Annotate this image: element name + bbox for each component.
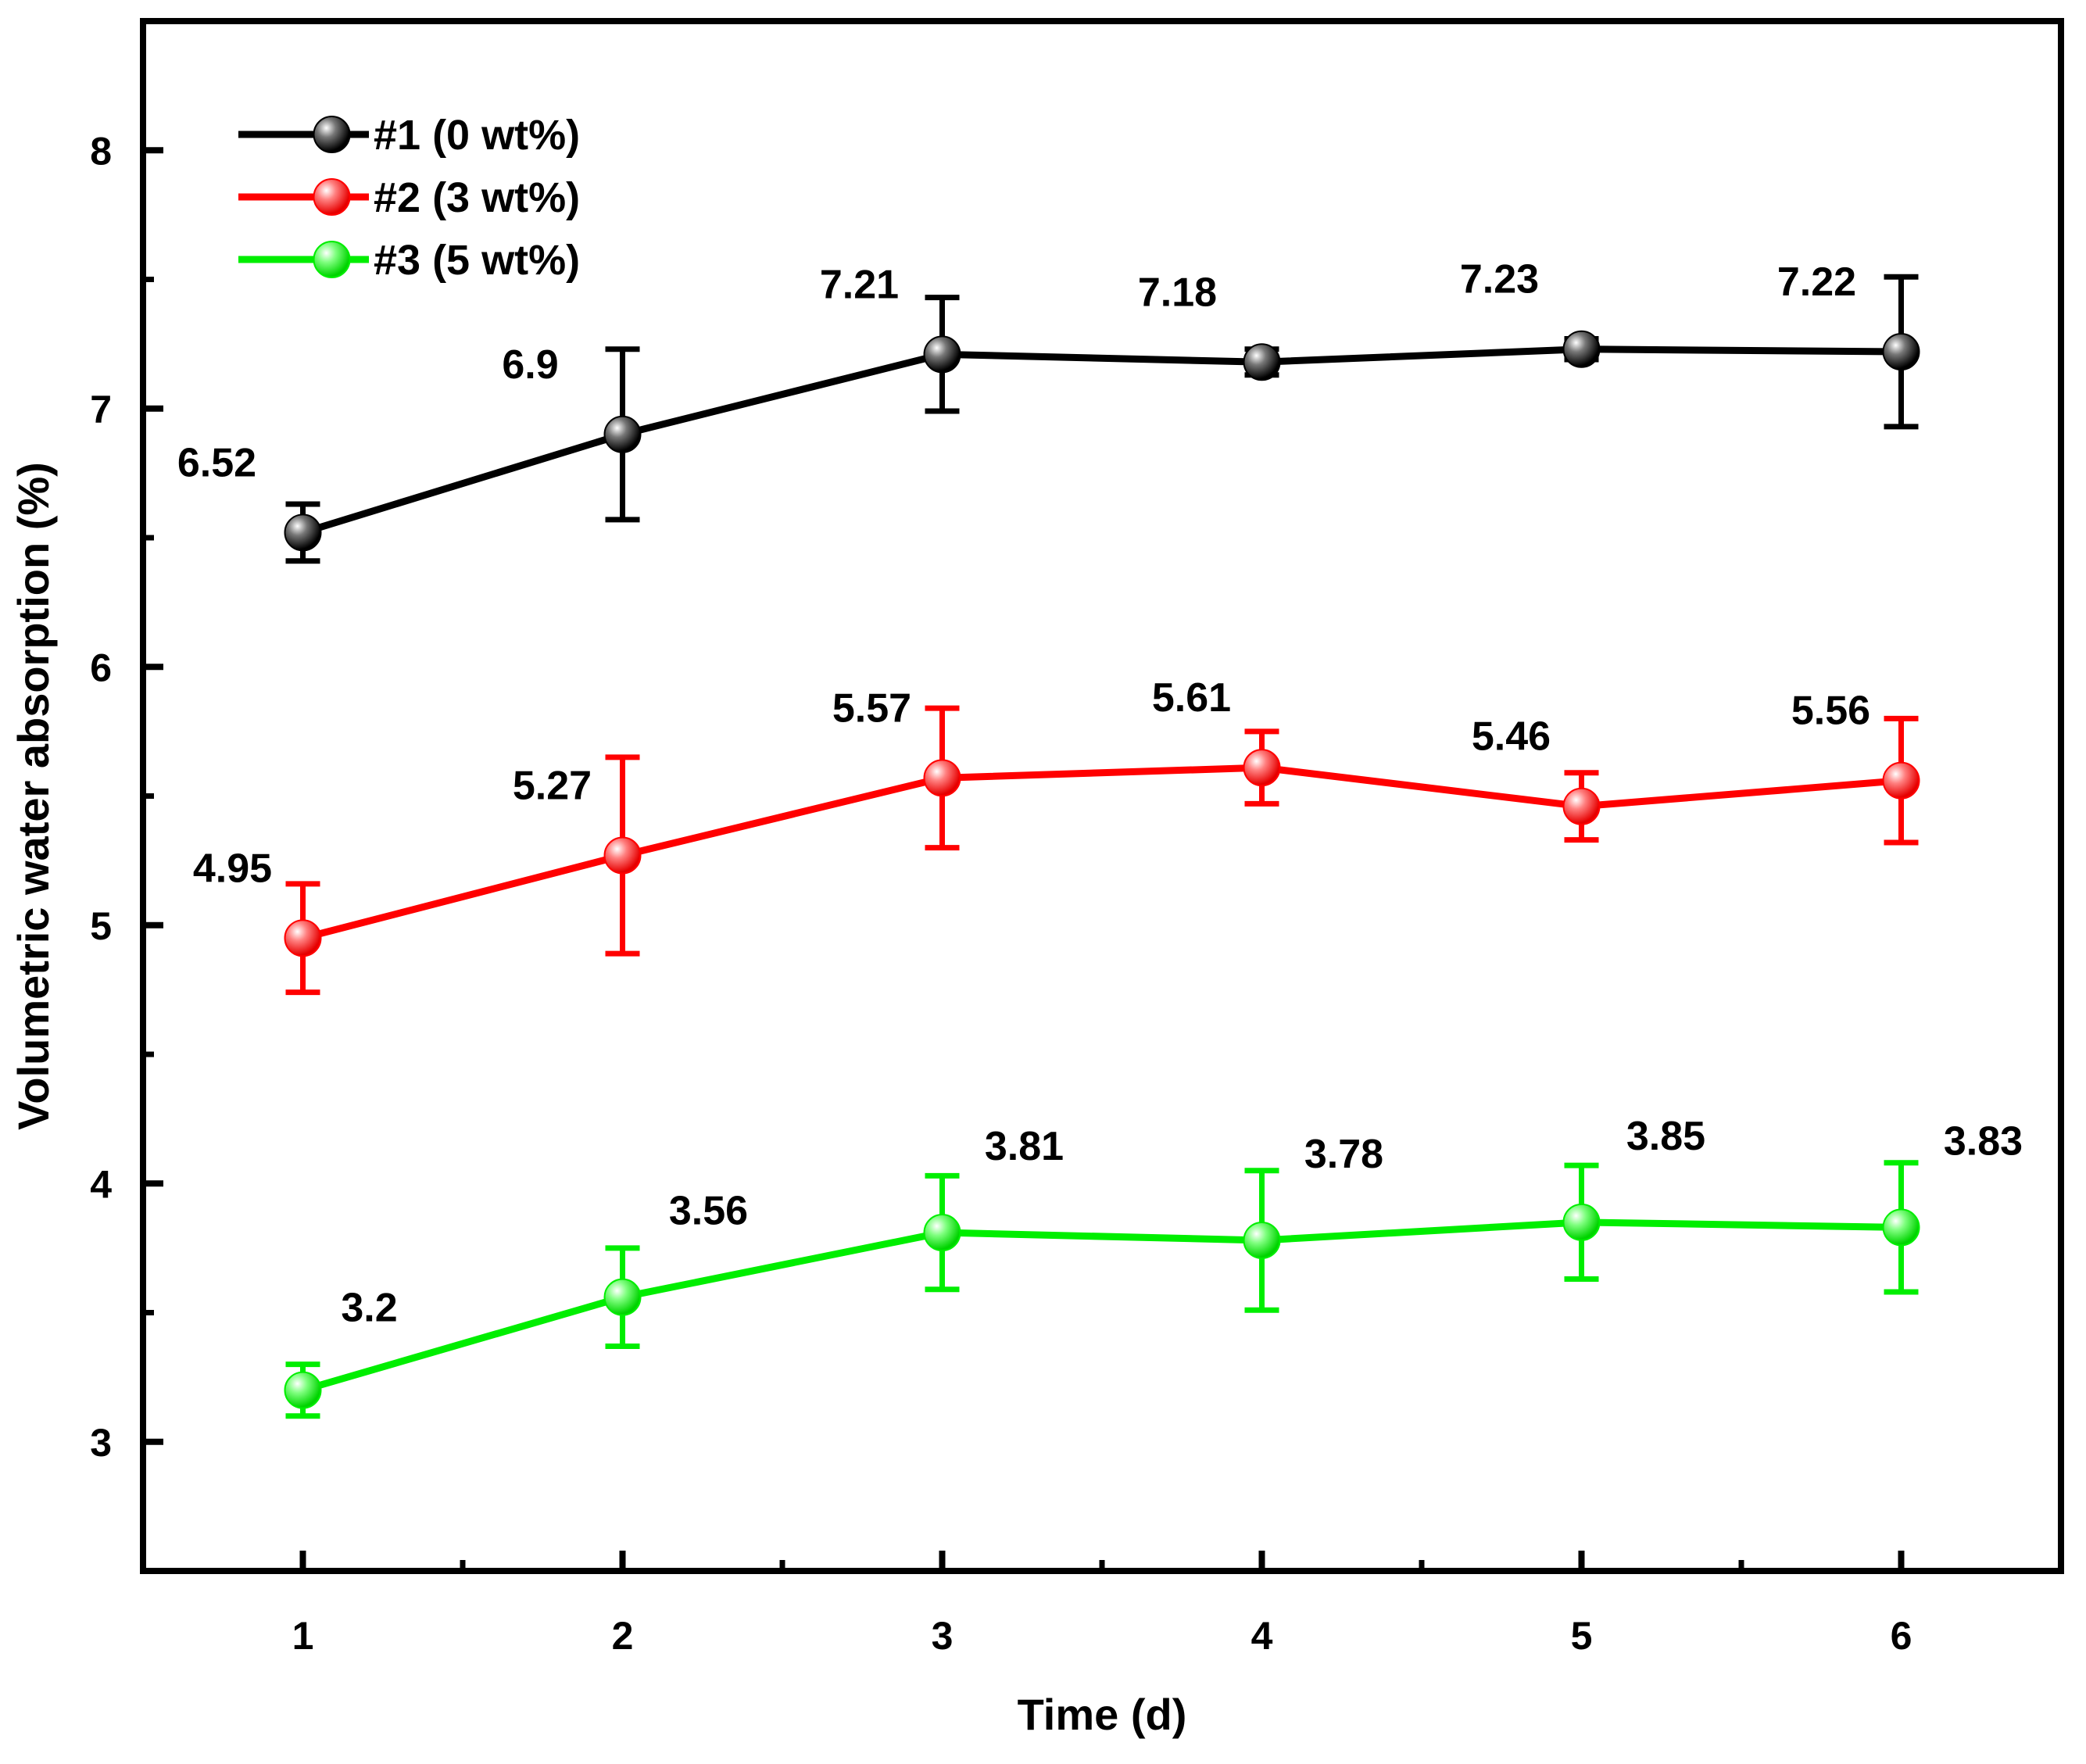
y-tick-label: 8 (90, 129, 112, 173)
x-axis-title: Time (d) (1018, 1690, 1187, 1739)
x-tick-label: 1 (292, 1614, 314, 1658)
legend-marker (313, 241, 351, 278)
data-label: 6.52 (177, 440, 256, 485)
data-point (1882, 761, 1920, 800)
data-label: 5.57 (832, 685, 911, 731)
legend-item-1: #1 (0 wt%) (238, 112, 580, 159)
data-label: 5.27 (513, 764, 592, 809)
data-point (1243, 343, 1281, 381)
data-point (1562, 330, 1601, 368)
data-label: 3.81 (985, 1124, 1064, 1169)
data-point (603, 836, 642, 875)
data-point (284, 513, 322, 552)
legend-label: #2 (3 wt%) (374, 174, 580, 221)
legend: #1 (0 wt%) #2 (3 wt%) #3 (5 wt%) (238, 112, 580, 284)
data-label: 7.22 (1777, 259, 1856, 305)
data-point (923, 335, 961, 374)
data-label: 7.21 (820, 262, 899, 307)
series-1 (284, 274, 1920, 564)
data-point (603, 415, 642, 453)
legend-label: #3 (5 wt%) (374, 237, 580, 284)
data-label: 3.56 (669, 1189, 748, 1234)
data-label: 4.95 (193, 846, 272, 891)
data-label: 6.9 (502, 342, 558, 388)
series-layer (284, 274, 1920, 1419)
x-tick-label: 2 (612, 1614, 634, 1658)
series-line (302, 1218, 1902, 1394)
y-tick-label: 5 (90, 904, 112, 948)
legend-label: #1 (0 wt%) (374, 112, 580, 159)
data-point (603, 1278, 642, 1316)
legend-marker (313, 116, 351, 153)
series-line (302, 764, 1902, 942)
x-tick-label: 4 (1251, 1614, 1273, 1658)
data-point (284, 919, 322, 957)
x-tick-label: 3 (932, 1614, 954, 1658)
data-point (923, 759, 961, 797)
data-label: 7.23 (1460, 257, 1539, 302)
y-tick-label: 4 (90, 1162, 112, 1206)
axes: 3 4 5 6 7 8 1 2 3 4 5 6 Time (d) Volumetric water abs… (9, 18, 2064, 1739)
series-line (302, 345, 1902, 536)
data-point (1562, 1203, 1601, 1241)
data-point (1882, 1208, 1920, 1247)
y-tick-label: 7 (90, 388, 112, 431)
data-point (284, 1371, 322, 1409)
data-label: 5.56 (1791, 689, 1870, 734)
series-3 (284, 1160, 1920, 1419)
data-label: 5.46 (1472, 714, 1551, 760)
data-point (1243, 1221, 1281, 1259)
data-label: 3.85 (1626, 1114, 1705, 1159)
series-2 (284, 705, 1920, 996)
y-tick-label: 6 (90, 646, 112, 689)
data-point (1882, 333, 1920, 371)
data-labels: 6.52 6.9 7.21 7.18 7.23 7.22 4.95 5.27 5.57 5.61 5… (177, 257, 2023, 1331)
data-point (1562, 787, 1601, 825)
x-tick-label: 6 (1891, 1614, 1912, 1658)
y-axis-title: Volumetric water absorption (%) (9, 462, 58, 1130)
legend-item-3: #3 (5 wt%) (238, 237, 580, 284)
legend-item-2: #2 (3 wt%) (238, 174, 580, 221)
data-label: 3.78 (1304, 1132, 1383, 1177)
data-label: 3.83 (1944, 1118, 2023, 1164)
data-label: 7.18 (1138, 270, 1217, 315)
y-tick-label: 3 (90, 1421, 112, 1465)
data-point (923, 1214, 961, 1252)
data-point (1243, 749, 1281, 787)
x-tick-label: 5 (1571, 1614, 1593, 1658)
data-label: 3.2 (341, 1286, 397, 1331)
data-label: 5.61 (1152, 675, 1231, 721)
legend-marker (313, 178, 351, 216)
